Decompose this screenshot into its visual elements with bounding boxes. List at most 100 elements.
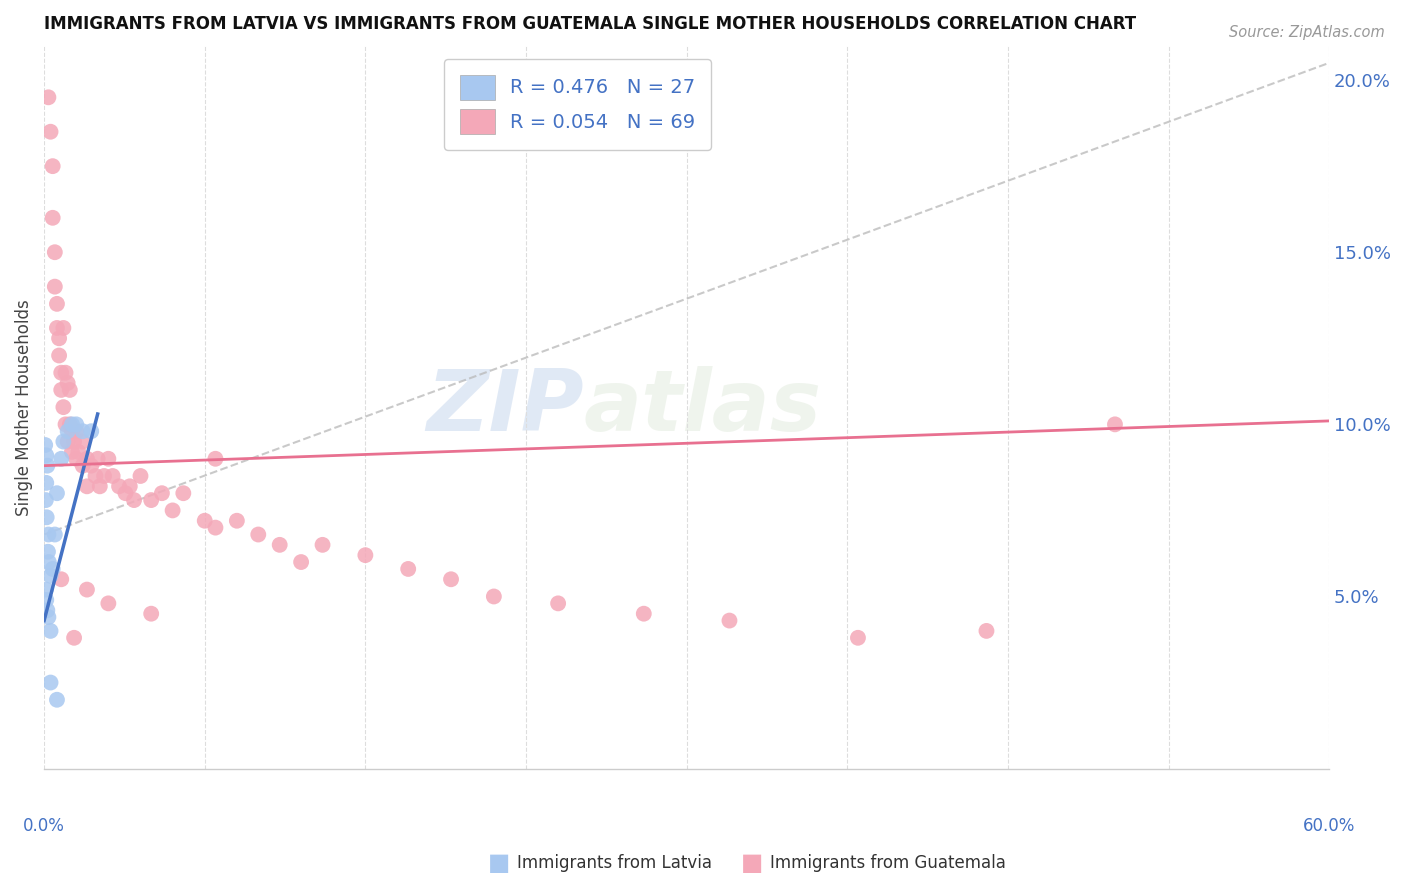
Point [290, 555, 312, 569]
Point [72, 424, 94, 438]
Text: Immigrants from Guatemala: Immigrants from Guatemala [770, 855, 1007, 872]
Point [80, 424, 103, 438]
Point [39, 125, 62, 139]
Point [65, 417, 87, 432]
Point [141, 607, 163, 621]
Point [482, 590, 505, 604]
Point [93, 469, 115, 483]
Point [72, 434, 94, 449]
Text: 60.0%: 60.0% [1303, 817, 1355, 835]
Point [97, 596, 120, 610]
Point [46, 692, 69, 706]
Text: Immigrants from Latvia: Immigrants from Latvia [517, 855, 713, 872]
Point [55, 366, 77, 380]
Point [37, 603, 59, 617]
Point [311, 538, 333, 552]
Text: Source: ZipAtlas.com: Source: ZipAtlas.com [1229, 25, 1385, 40]
Point [633, 607, 655, 621]
Point [44, 527, 66, 541]
Point [52, 321, 75, 335]
Point [269, 538, 291, 552]
Point [247, 527, 270, 541]
Point [101, 469, 124, 483]
Y-axis label: Single Mother Households: Single Mother Households [15, 299, 32, 516]
Point [46, 486, 69, 500]
Point [194, 514, 217, 528]
Legend: R = 0.476   N = 27, R = 0.054   N = 69: R = 0.476 N = 27, R = 0.054 N = 69 [444, 59, 711, 150]
Point [37, 90, 59, 104]
Point [35, 593, 58, 607]
Point [1104, 417, 1126, 432]
Text: IMMIGRANTS FROM LATVIA VS IMMIGRANTS FROM GUATEMALA SINGLE MOTHER HOUSEHOLDS COR: IMMIGRANTS FROM LATVIA VS IMMIGRANTS FRO… [44, 15, 1136, 33]
Point [547, 596, 569, 610]
Point [52, 434, 75, 449]
Point [35, 475, 58, 490]
Point [37, 610, 59, 624]
Point [204, 451, 226, 466]
Point [63, 434, 86, 449]
Point [122, 493, 145, 508]
Point [204, 521, 226, 535]
Point [150, 486, 173, 500]
Point [41, 562, 63, 576]
Point [37, 545, 59, 559]
Point [38, 555, 60, 569]
Point [46, 321, 69, 335]
Point [114, 486, 136, 500]
Point [162, 503, 184, 517]
Point [44, 279, 66, 293]
Point [84, 469, 107, 483]
Point [129, 469, 152, 483]
Point [41, 159, 63, 173]
Text: ■: ■ [488, 852, 510, 875]
Point [67, 445, 90, 459]
Point [86, 451, 108, 466]
Point [65, 451, 87, 466]
Point [59, 383, 82, 397]
Text: ZIP: ZIP [426, 366, 583, 449]
Point [97, 451, 120, 466]
Point [52, 400, 75, 414]
Point [396, 562, 419, 576]
Point [118, 479, 141, 493]
Text: 0.0%: 0.0% [22, 817, 65, 835]
Point [34, 438, 56, 452]
Point [76, 451, 98, 466]
Point [41, 211, 63, 225]
Point [35, 510, 58, 524]
Point [718, 614, 741, 628]
Point [48, 331, 70, 345]
Point [76, 582, 98, 597]
Point [80, 458, 103, 473]
Point [51, 383, 73, 397]
Point [172, 486, 194, 500]
Point [59, 417, 82, 432]
Point [46, 297, 69, 311]
Point [35, 582, 58, 597]
Point [39, 624, 62, 638]
Point [48, 349, 70, 363]
Point [225, 514, 247, 528]
Point [440, 572, 463, 586]
Point [39, 569, 62, 583]
Point [37, 527, 59, 541]
Point [56, 376, 79, 390]
Point [51, 366, 73, 380]
Point [56, 434, 79, 449]
Point [35, 493, 58, 508]
Point [55, 417, 77, 432]
Point [65, 424, 87, 438]
Point [76, 479, 98, 493]
Point [60, 445, 83, 459]
Point [35, 448, 58, 462]
Text: ■: ■ [741, 852, 763, 875]
Point [60, 424, 83, 438]
Point [44, 245, 66, 260]
Point [37, 458, 59, 473]
Point [976, 624, 998, 638]
Point [846, 631, 869, 645]
Point [51, 572, 73, 586]
Point [354, 548, 377, 562]
Point [63, 631, 86, 645]
Point [60, 417, 83, 432]
